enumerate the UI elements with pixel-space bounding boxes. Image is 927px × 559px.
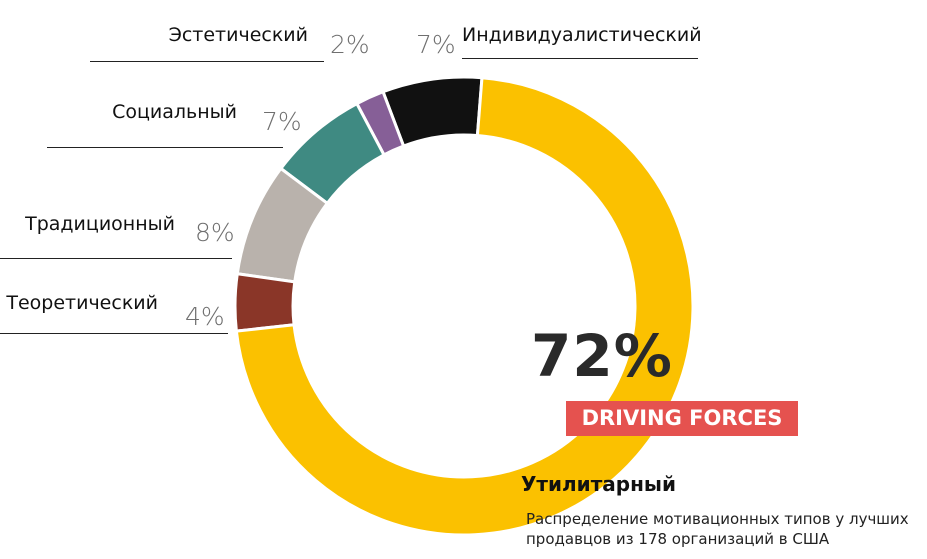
highlight-value: 72% bbox=[531, 322, 673, 390]
slice-1 bbox=[234, 76, 695, 537]
label-esteticheskiy: Эстетический bbox=[168, 24, 308, 46]
value-individualisticheskiy: 7% bbox=[416, 30, 456, 59]
label-socialnyy: Социальный bbox=[112, 101, 237, 123]
value-teoreticheskiy: 4% bbox=[185, 302, 225, 331]
label-individualisticheskiy: Индивидуалистический bbox=[462, 24, 702, 46]
rule-teoreticheskiy bbox=[0, 333, 228, 334]
rule-individualisticheskiy bbox=[462, 58, 698, 59]
label-teoreticheskiy: Теоретический bbox=[6, 292, 158, 314]
value-esteticheskiy: 2% bbox=[330, 30, 370, 59]
rule-socialnyy bbox=[47, 147, 283, 148]
value-tradicionnyy: 8% bbox=[195, 218, 235, 247]
label-utilitarnyy: Утилитарный bbox=[521, 472, 677, 496]
value-socialnyy: 7% bbox=[262, 107, 302, 136]
driving-forces-badge: DRIVING FORCES bbox=[566, 401, 798, 436]
caption: Распределение мотивационных типов у лучш… bbox=[526, 510, 909, 548]
slice-2 bbox=[233, 272, 297, 333]
label-tradicionnyy: Традиционный bbox=[25, 213, 175, 235]
rule-esteticheskiy bbox=[90, 61, 324, 62]
rule-tradicionnyy bbox=[0, 258, 232, 259]
